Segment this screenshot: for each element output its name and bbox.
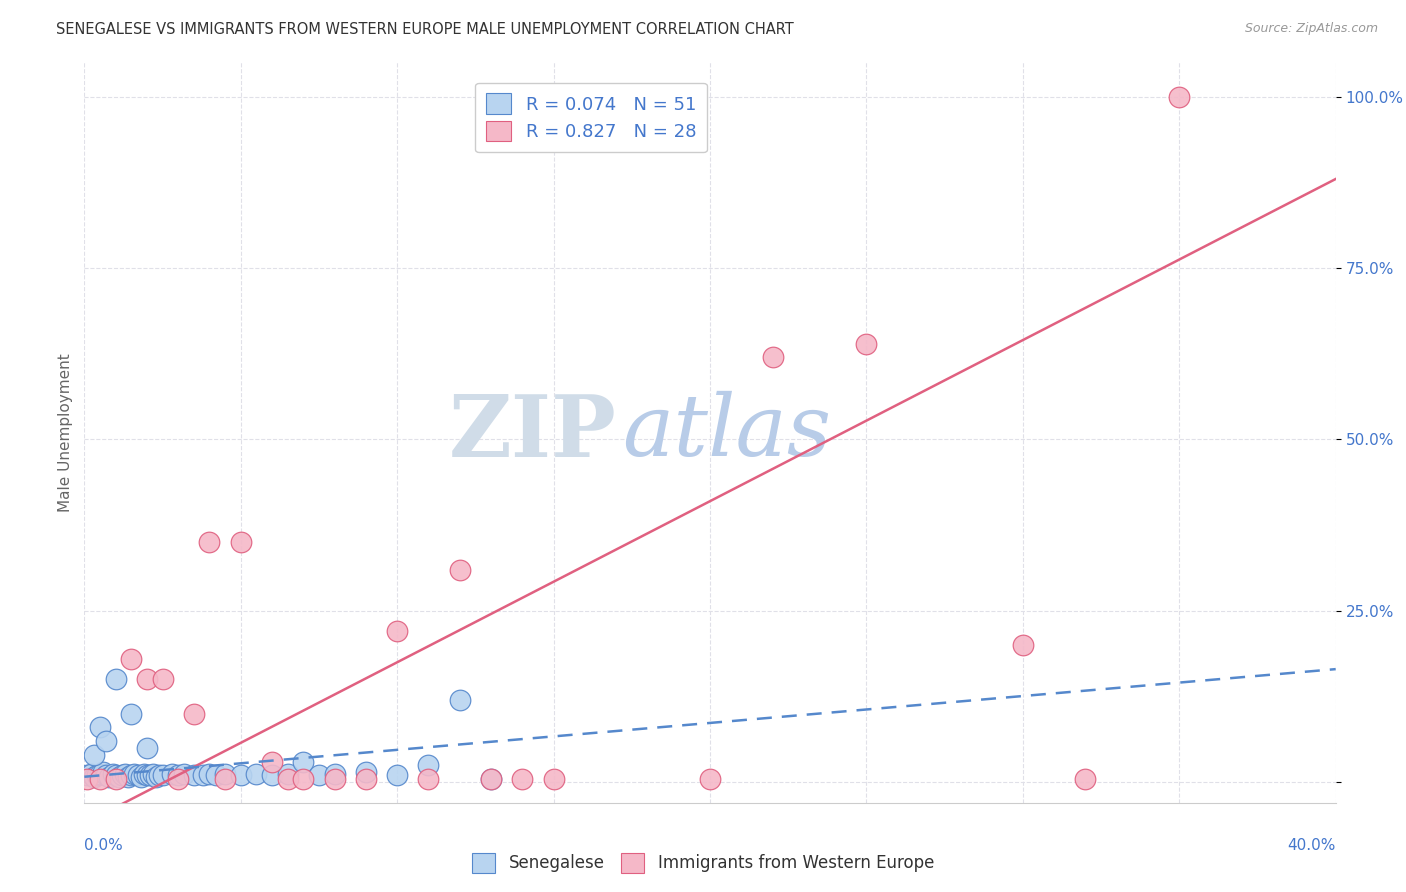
Point <box>183 768 205 782</box>
Point <box>89 720 111 734</box>
Point <box>124 767 146 781</box>
Point <box>198 767 221 781</box>
Point <box>76 768 98 782</box>
Y-axis label: Male Unemployment: Male Unemployment <box>58 353 73 512</box>
Point <box>323 772 346 786</box>
Point <box>229 535 252 549</box>
Point <box>214 772 236 786</box>
Point <box>91 764 114 779</box>
Point <box>120 768 142 782</box>
Point <box>292 772 315 786</box>
Point <box>418 758 440 772</box>
Point <box>76 772 98 786</box>
Text: SENEGALESE VS IMMIGRANTS FROM WESTERN EUROPE MALE UNEMPLOYMENT CORRELATION CHART: SENEGALESE VS IMMIGRANTS FROM WESTERN EU… <box>56 22 794 37</box>
Point <box>449 563 471 577</box>
Point <box>512 772 534 786</box>
Point <box>136 768 159 782</box>
Point <box>132 767 155 781</box>
Point <box>89 772 111 786</box>
Point <box>762 350 785 364</box>
Point <box>1012 638 1035 652</box>
Point <box>127 768 149 782</box>
Point <box>479 772 502 786</box>
Point <box>229 768 252 782</box>
Legend: R = 0.074   N = 51, R = 0.827   N = 28: R = 0.074 N = 51, R = 0.827 N = 28 <box>475 83 707 153</box>
Legend: Senegalese, Immigrants from Western Europe: Senegalese, Immigrants from Western Euro… <box>465 847 941 880</box>
Point <box>323 767 346 781</box>
Point <box>193 768 215 782</box>
Text: ZIP: ZIP <box>449 391 616 475</box>
Text: 0.0%: 0.0% <box>84 838 124 854</box>
Point <box>479 772 502 786</box>
Point <box>173 767 195 781</box>
Point <box>354 772 377 786</box>
Point <box>145 770 167 784</box>
Point <box>79 767 101 781</box>
Point <box>204 768 226 782</box>
Point <box>152 768 174 782</box>
Point <box>83 747 105 762</box>
Point <box>198 535 221 549</box>
Point <box>129 770 152 784</box>
Point <box>111 768 134 782</box>
Point <box>855 336 877 351</box>
Text: 40.0%: 40.0% <box>1288 838 1336 854</box>
Point <box>308 768 330 782</box>
Point <box>167 768 190 782</box>
Point <box>245 767 267 781</box>
Point <box>104 772 127 786</box>
Point <box>543 772 565 786</box>
Point <box>101 767 124 781</box>
Point <box>86 768 108 782</box>
Point <box>1074 772 1097 786</box>
Point <box>214 767 236 781</box>
Point <box>104 768 127 782</box>
Point <box>83 770 105 784</box>
Point <box>96 734 118 748</box>
Point <box>385 768 409 782</box>
Point <box>699 772 721 786</box>
Point <box>167 772 190 786</box>
Point <box>160 767 183 781</box>
Point <box>148 768 170 782</box>
Point <box>98 770 121 784</box>
Point <box>292 755 315 769</box>
Point <box>354 764 377 779</box>
Point <box>1168 89 1191 103</box>
Point <box>120 652 142 666</box>
Point <box>183 706 205 721</box>
Text: Source: ZipAtlas.com: Source: ZipAtlas.com <box>1244 22 1378 36</box>
Point <box>136 673 159 687</box>
Point <box>262 768 284 782</box>
Point <box>142 767 165 781</box>
Point <box>418 772 440 786</box>
Point <box>89 767 111 781</box>
Point <box>104 673 127 687</box>
Point <box>449 693 471 707</box>
Point <box>107 770 129 784</box>
Point <box>385 624 409 639</box>
Point <box>136 741 159 756</box>
Text: atlas: atlas <box>623 392 831 474</box>
Point <box>117 770 139 784</box>
Point <box>277 767 299 781</box>
Point <box>277 772 299 786</box>
Point <box>96 768 118 782</box>
Point <box>120 706 142 721</box>
Point <box>139 768 162 782</box>
Point <box>262 755 284 769</box>
Point <box>114 767 136 781</box>
Point <box>152 673 174 687</box>
